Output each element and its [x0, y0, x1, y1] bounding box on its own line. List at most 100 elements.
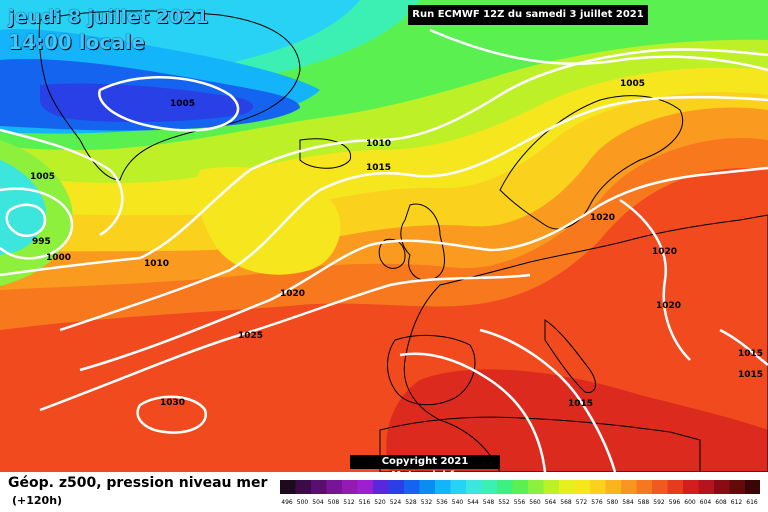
colorbar-swatch [404, 480, 420, 494]
colorbar-tick-label: 512 [343, 499, 355, 506]
isobar-1015-south [479, 328, 617, 472]
run-info: Run ECMWF 12Z du samedi 3 juillet 2021 [408, 5, 648, 25]
europe-coast [403, 214, 768, 472]
isobar-label: 1020 [652, 247, 677, 257]
isobar-label: 1010 [144, 259, 169, 269]
colorbar-tick-label: 556 [514, 499, 526, 506]
africa-coast [379, 416, 701, 472]
isobar-label: 1015 [738, 370, 763, 380]
colorbar-swatch [621, 480, 637, 494]
isobar-label: 1005 [30, 172, 55, 182]
forecast-date: jeudi 8 juillet 2021 [8, 6, 209, 28]
colorbar-tick-label: 584 [622, 499, 634, 506]
colorbar-tick-label: 520 [374, 499, 386, 506]
isobar-1005-greenland [98, 76, 240, 132]
isobar-995 [5, 203, 47, 237]
isobar-label: 1015 [568, 399, 593, 409]
colorbar-tick-label: 576 [591, 499, 603, 506]
isobar-1030 [136, 395, 207, 434]
colorbar-tick-label: 596 [669, 499, 681, 506]
colorbar-tick-label: 552 [498, 499, 510, 506]
isobar-labels: 1005 1005 1005 995 1000 1010 1010 1015 1… [30, 79, 763, 409]
colorbar-swatch [450, 480, 466, 494]
colorbar-swatch [574, 480, 590, 494]
colorbar-swatch [745, 480, 760, 494]
colorbar-swatch [357, 480, 373, 494]
colorbar-tick-label: 504 [312, 499, 324, 506]
legend-subtitle: (+120h) [12, 494, 63, 507]
colorbar-swatch [512, 480, 528, 494]
colorbar-swatch [683, 480, 699, 494]
colorbar-tick-label: 588 [638, 499, 650, 506]
isobar-1015-east [719, 328, 768, 366]
isobar-1015 [59, 95, 768, 332]
colorbar-tick-label: 580 [607, 499, 619, 506]
colorbar-tick-label: 572 [576, 499, 588, 506]
isobar-label: 1020 [590, 213, 615, 223]
colorbar-swatch [295, 480, 311, 494]
isobar-1005-west [0, 128, 124, 237]
isobars [0, 28, 768, 472]
colorbar-swatch [497, 480, 513, 494]
colorbar-swatch [311, 480, 327, 494]
colorbar-tick-label: 528 [405, 499, 417, 506]
colorbar-swatch [729, 480, 745, 494]
colorbar-tick-label: 564 [545, 499, 557, 506]
colorbar-swatch [419, 480, 435, 494]
colorbar-tick-label: 604 [700, 499, 712, 506]
colorbar-swatch [636, 480, 652, 494]
colorbar-swatch [280, 480, 296, 494]
colorbar-swatch [698, 480, 714, 494]
ireland-coast [378, 238, 406, 269]
isobar-label: 1025 [238, 331, 263, 341]
colorbar-swatch [605, 480, 621, 494]
colorbar-tick-label: 516 [359, 499, 371, 506]
colorbar-swatch [667, 480, 683, 494]
colorbar-swatch [590, 480, 606, 494]
colorbar-tick-label: 524 [390, 499, 402, 506]
isobar-label: 995 [32, 237, 51, 247]
colorbar-swatch [388, 480, 404, 494]
colorbar-swatch [435, 480, 451, 494]
colorbar-swatch [373, 480, 389, 494]
isobar-label: 1015 [366, 163, 391, 173]
isobar-label: 1020 [656, 301, 681, 311]
colorbar-tick-label: 548 [483, 499, 495, 506]
colorbar-swatch [652, 480, 668, 494]
isobar-1020-east [619, 198, 691, 361]
colorbar-swatch [543, 480, 559, 494]
colorbar-swatch [326, 480, 342, 494]
isobar-1000 [0, 187, 73, 260]
iberia-coast [387, 335, 476, 406]
colorbar-tick-label: 544 [467, 499, 479, 506]
isobar-label: 1010 [366, 139, 391, 149]
isobar-1025 [39, 273, 531, 412]
colorbar-tick-label: 592 [653, 499, 665, 506]
isobar-label: 1005 [170, 99, 195, 109]
colorbar-tick-label: 560 [529, 499, 541, 506]
isobar-label: 1000 [46, 253, 71, 263]
isobar-label: 1015 [738, 349, 763, 359]
iceland-coast [299, 138, 352, 169]
copyright: Copyright 2021 Meteociel.fr [350, 455, 500, 481]
colorbar-tick-label: 532 [421, 499, 433, 506]
isobar-label: 1005 [620, 79, 645, 89]
colorbar-tick-label: 496 [281, 499, 293, 506]
colorbar-tick-label: 500 [297, 499, 309, 506]
isobar-1020-main [79, 166, 768, 372]
colorbar-tick-label: 608 [715, 499, 727, 506]
colorbar-tick-label: 568 [560, 499, 572, 506]
colorbar-tick-label: 600 [684, 499, 696, 506]
band-yellow-bulge [195, 166, 341, 275]
colorbar-tick-label: 536 [436, 499, 448, 506]
isobar-1015-med [399, 352, 547, 472]
colorbar-swatch [466, 480, 482, 494]
isobar-1005-north [429, 28, 768, 72]
colorbar: 496 500 504 508 512 516 520 524 528 532 536 540 544 5… [280, 480, 760, 506]
colorbar-tick-label: 508 [328, 499, 340, 506]
isobar-1010-main [0, 48, 768, 277]
legend-title: Géop. z500, pression niveau mer [8, 475, 268, 491]
colorbar-tick-label: 616 [746, 499, 758, 506]
colorbar-swatch [714, 480, 730, 494]
